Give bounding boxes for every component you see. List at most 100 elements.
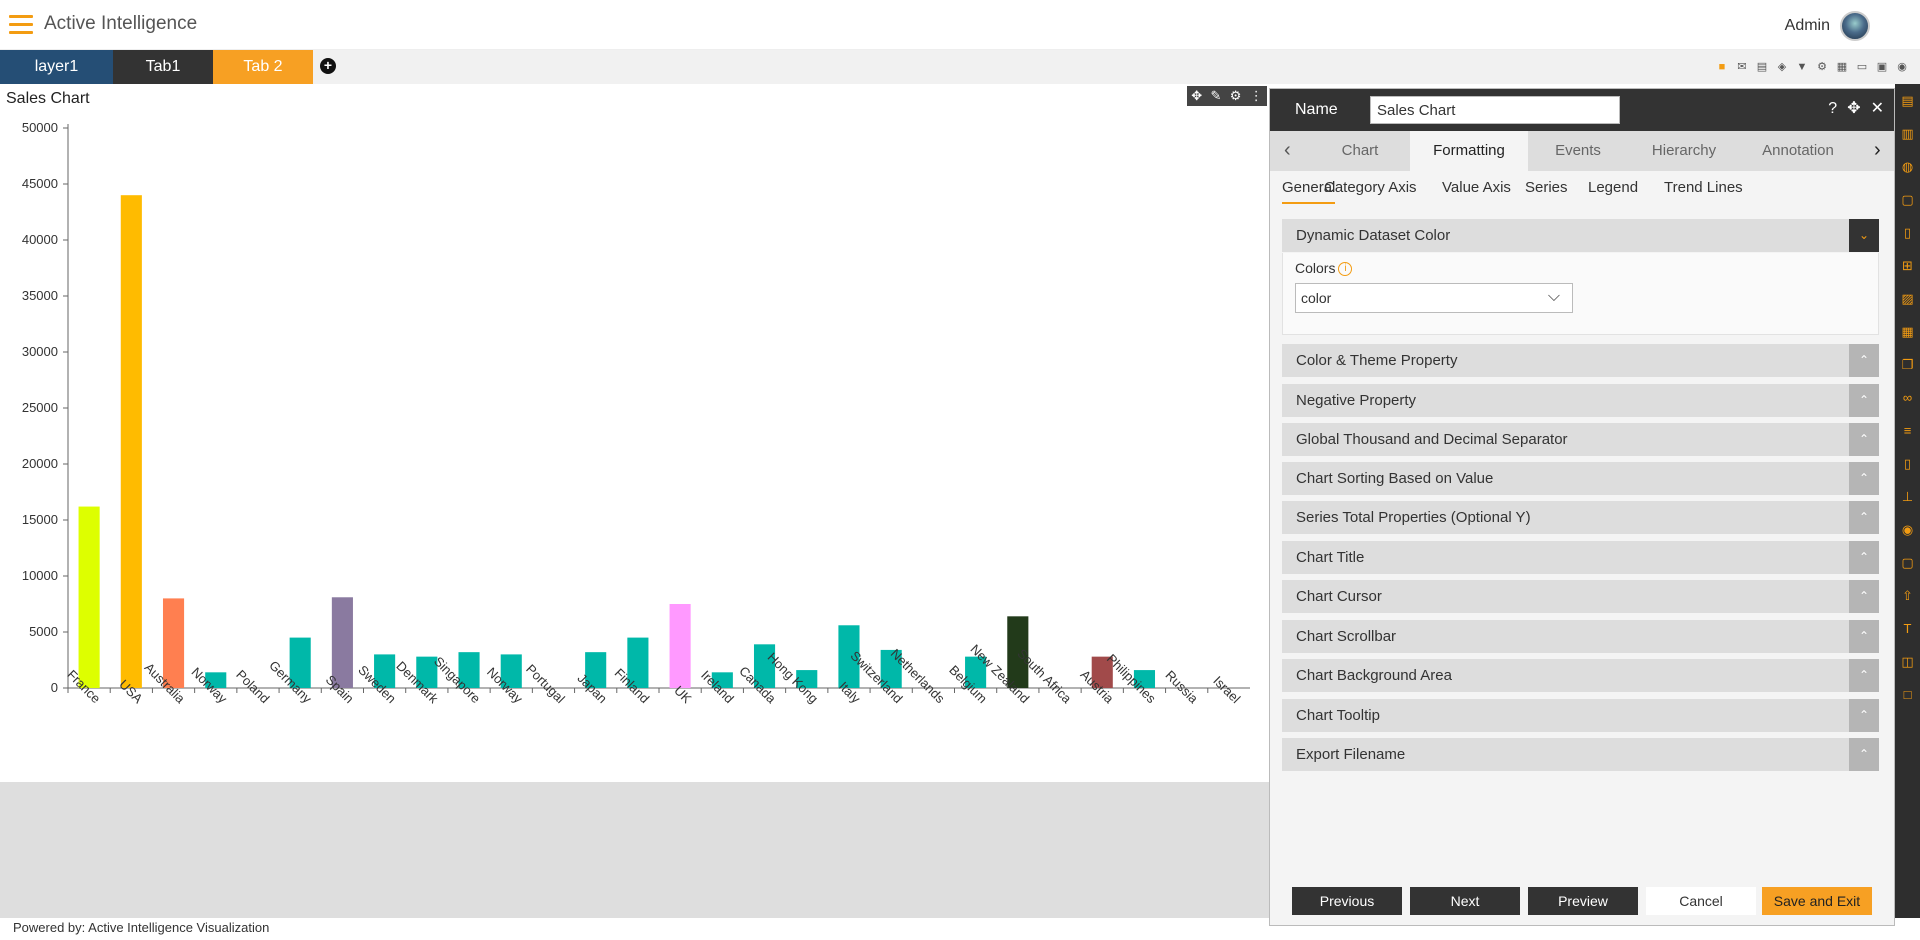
gear-icon[interactable]: ⚙ — [1229, 88, 1242, 103]
bar-spain[interactable] — [331, 597, 353, 688]
tab-layer1[interactable]: layer1 — [0, 50, 113, 84]
file-icon[interactable]: ▯ — [1903, 225, 1912, 240]
box-icon[interactable]: ▢ — [1901, 555, 1914, 570]
network-icon[interactable]: ⊞ — [1902, 258, 1913, 273]
tab-annotation[interactable]: Annotation — [1762, 142, 1834, 159]
subtab-general[interactable]: General — [1282, 179, 1336, 204]
list-icon[interactable]: ≡ — [1903, 423, 1912, 438]
bar-belgium[interactable] — [965, 656, 987, 688]
link-icon[interactable]: ∞ — [1902, 390, 1913, 405]
tab-tab2[interactable]: Tab 2 — [213, 50, 313, 84]
section-chart-sorting-based-on-value[interactable]: Chart Sorting Based on Value ⌃ — [1282, 462, 1879, 495]
bar-hong-kong[interactable] — [796, 670, 818, 688]
text-icon[interactable]: T — [1903, 621, 1912, 636]
bar-australia[interactable] — [162, 598, 185, 688]
bar-germany[interactable] — [289, 637, 311, 688]
eraser-icon[interactable]: ◈ — [1777, 61, 1787, 73]
mail-icon[interactable]: ✉ — [1737, 61, 1747, 73]
copy-icon[interactable]: ❐ — [1901, 357, 1914, 372]
table-icon[interactable]: ▦ — [1836, 61, 1848, 73]
upload-icon[interactable]: ⇧ — [1902, 588, 1913, 603]
tab-events[interactable]: Events — [1555, 142, 1601, 159]
section-color-theme-property[interactable]: Color & Theme Property ⌃ — [1282, 344, 1879, 377]
section-chart-scrollbar[interactable]: Chart Scrollbar ⌃ — [1282, 620, 1879, 653]
chevron-up-icon[interactable]: ⌃ — [1849, 580, 1879, 613]
layout-icon[interactable]: ▭ — [1856, 61, 1868, 73]
section-chart-cursor[interactable]: Chart Cursor ⌃ — [1282, 580, 1879, 613]
bar-philippines[interactable] — [1133, 670, 1156, 688]
comment-icon[interactable]: ▤ — [1756, 61, 1768, 73]
chevron-up-icon[interactable]: ⌃ — [1849, 699, 1879, 732]
chevron-up-icon[interactable]: ⌃ — [1849, 738, 1879, 771]
section-export-filename[interactable]: Export Filename ⌃ — [1282, 738, 1879, 771]
section-series-total-properties-optional-y[interactable]: Series Total Properties (Optional Y) ⌃ — [1282, 501, 1879, 534]
tab-hierarchy[interactable]: Hierarchy — [1651, 142, 1717, 159]
chevron-right-icon[interactable]: › — [1874, 139, 1881, 161]
section-global-thousand-and-decimal-separator[interactable]: Global Thousand and Decimal Separator ⌃ — [1282, 423, 1879, 456]
subtab-value-axis[interactable]: Value Axis — [1442, 179, 1511, 196]
chevron-up-icon[interactable]: ⌃ — [1849, 541, 1879, 574]
next-button[interactable]: Next — [1410, 887, 1520, 915]
bar-chart-icon[interactable]: ▥ — [1901, 126, 1914, 141]
avatar[interactable] — [1840, 11, 1870, 41]
tab-tab1[interactable]: Tab1 — [113, 50, 213, 84]
section-chart-title[interactable]: Chart Title ⌃ — [1282, 541, 1879, 574]
section-chart-background-area[interactable]: Chart Background Area ⌃ — [1282, 659, 1879, 692]
bar-singapore[interactable] — [458, 652, 480, 688]
monitor-icon[interactable]: ▣ — [1876, 61, 1888, 73]
chevron-up-icon[interactable]: ⌃ — [1849, 384, 1879, 417]
close-icon[interactable]: ✕ — [1870, 100, 1884, 117]
preview-button[interactable]: Preview — [1528, 887, 1638, 915]
save-and-exit-button[interactable]: Save and Exit — [1762, 887, 1872, 915]
chart-name-input[interactable] — [1370, 96, 1620, 124]
bar-usa[interactable] — [120, 195, 142, 688]
colors-select[interactable]: color ⌵ — [1295, 283, 1573, 313]
move-icon[interactable]: ✥ — [1191, 88, 1203, 103]
tab-chart[interactable]: Chart — [1341, 142, 1379, 159]
bar-ireland[interactable] — [711, 672, 733, 688]
eye-icon[interactable]: ◉ — [1897, 61, 1907, 73]
user-name[interactable]: Admin — [1784, 17, 1830, 34]
tree-icon[interactable]: ⊥ — [1901, 489, 1914, 504]
subtab-series[interactable]: Series — [1525, 179, 1568, 196]
more-icon[interactable]: ⋮ — [1249, 88, 1263, 103]
tab-formatting[interactable]: Formatting — [1410, 131, 1528, 171]
bar-japan[interactable] — [585, 652, 607, 688]
bar-canada[interactable] — [753, 644, 776, 688]
chart-icon[interactable]: ▤ — [1901, 93, 1914, 108]
previous-button[interactable]: Previous — [1292, 887, 1402, 915]
section-negative-property[interactable]: Negative Property ⌃ — [1282, 384, 1879, 417]
square-icon[interactable]: □ — [1903, 687, 1912, 702]
move-icon[interactable]: ✥ — [1847, 100, 1861, 117]
bar-finland[interactable] — [627, 637, 649, 688]
bar-austria[interactable] — [1091, 656, 1113, 688]
cancel-button[interactable]: Cancel — [1646, 887, 1756, 915]
bar-norway[interactable] — [500, 654, 522, 688]
bar-switzerland[interactable] — [880, 649, 902, 688]
bar-italy[interactable] — [838, 625, 860, 688]
chevron-down-icon[interactable]: ⌄ — [1849, 219, 1879, 252]
bar-sweden[interactable] — [374, 654, 396, 688]
chevron-up-icon[interactable]: ⌃ — [1849, 620, 1879, 653]
bar-new-zealand[interactable] — [1007, 616, 1029, 688]
bar-norway[interactable] — [205, 672, 227, 688]
chevron-up-icon[interactable]: ⌃ — [1849, 659, 1879, 692]
eye-icon[interactable]: ◉ — [1901, 522, 1914, 537]
filter-icon[interactable]: ▼ — [1796, 61, 1808, 73]
add-tab-icon[interactable]: + — [320, 58, 336, 74]
edit-icon[interactable]: ✎ — [1210, 88, 1222, 103]
section-chart-tooltip[interactable]: Chart Tooltip ⌃ — [1282, 699, 1879, 732]
chevron-up-icon[interactable]: ⌃ — [1849, 501, 1879, 534]
subtab-legend[interactable]: Legend — [1588, 179, 1639, 196]
grid-icon[interactable]: ▦ — [1901, 324, 1914, 339]
help-icon[interactable]: ? — [1828, 100, 1838, 117]
chevron-left-icon[interactable]: ‹ — [1284, 139, 1291, 161]
save-icon[interactable]: ■ — [1718, 61, 1726, 73]
map-icon[interactable]: ◍ — [1901, 159, 1914, 174]
bar-denmark[interactable] — [416, 656, 438, 688]
chevron-up-icon[interactable]: ⌃ — [1849, 462, 1879, 495]
menu-icon[interactable] — [9, 15, 33, 35]
bar-france[interactable] — [78, 506, 100, 688]
note-icon[interactable]: ▯ — [1903, 456, 1912, 471]
image-icon[interactable]: ▨ — [1901, 291, 1914, 306]
